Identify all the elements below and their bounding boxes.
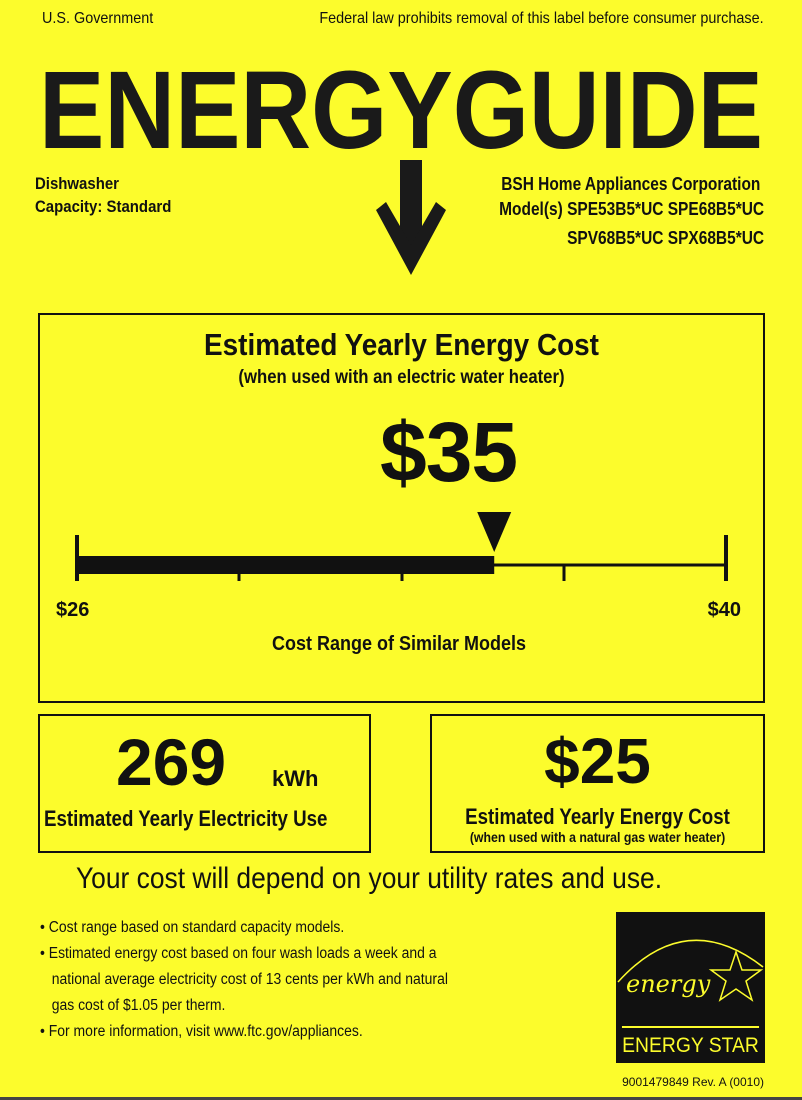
gas-cost-panel: $25 Estimated Yearly Energy Cost (when u… xyxy=(430,714,765,853)
note-item-continued: national average electricity cost of 13 … xyxy=(51,971,448,988)
range-caption: Cost Range of Similar Models xyxy=(271,633,527,655)
scale-fill-bar xyxy=(77,556,495,574)
note-item: • For more information, visit www.ftc.go… xyxy=(40,1023,363,1040)
note-item: • Estimated energy cost based on four wa… xyxy=(40,945,437,962)
models-line-1: Model(s) SPE53B5*UC SPE68B5*UC xyxy=(499,199,764,219)
main-cost-subtitle: (when used with an electric water heater… xyxy=(238,367,565,388)
energy-star-icon: energy xyxy=(617,939,764,1002)
appliance-type: Dishwasher xyxy=(35,174,119,193)
capacity-value: Standard xyxy=(106,197,172,216)
logo-text: ENERGYGUIDE xyxy=(39,60,763,172)
energy-star-logo: energy ENERGY STAR xyxy=(616,912,765,1063)
cost-range-scale xyxy=(75,512,728,581)
capacity-label: Capacity: xyxy=(35,197,103,216)
gas-cost-sublabel: (when used with a natural gas water heat… xyxy=(469,829,726,845)
gas-cost-value: $25 xyxy=(544,725,651,797)
note-item-continued: gas cost of $1.05 per therm. xyxy=(51,997,226,1014)
electricity-use-panel: 269 kWh Estimated Yearly Electricity Use xyxy=(38,714,371,853)
capacity-row: Capacity: Standard xyxy=(35,197,171,217)
note-item: • Cost range based on standard capacity … xyxy=(40,919,345,936)
electricity-label: Estimated Yearly Electricity Use xyxy=(44,806,328,831)
electricity-value: 269 xyxy=(116,725,227,799)
utility-disclaimer: Your cost will depend on your utility ra… xyxy=(76,862,663,895)
notes-list: • Cost range based on standard capacity … xyxy=(40,915,448,1045)
range-max-label: $40 xyxy=(707,599,741,621)
manufacturer: BSH Home Appliances Corporation xyxy=(500,174,760,194)
main-cost-panel: Estimated Yearly Energy Cost (when used … xyxy=(38,313,765,703)
cost-pointer-icon xyxy=(477,512,512,552)
electricity-unit: kWh xyxy=(272,766,319,791)
down-arrow-icon xyxy=(376,160,446,275)
range-min-label: $26 xyxy=(56,599,90,621)
models-line-2: SPV68B5*UC SPX68B5*UC xyxy=(566,228,764,248)
us-government-text: U.S. Government xyxy=(42,10,154,27)
label-code: 9001479849 Rev. A (0010) xyxy=(622,1075,764,1089)
energy-script: energy xyxy=(626,970,711,998)
energy-star-label: ENERGY STAR xyxy=(621,1026,760,1058)
bottom-border xyxy=(0,1097,802,1100)
main-cost-value: $35 xyxy=(380,405,518,499)
gas-cost-label: Estimated Yearly Energy Cost xyxy=(465,804,730,829)
main-cost-title: Estimated Yearly Energy Cost xyxy=(204,327,599,362)
removal-notice: Federal law prohibits removal of this la… xyxy=(319,10,764,27)
energyguide-logo: ENERGYGUIDE xyxy=(39,60,763,275)
